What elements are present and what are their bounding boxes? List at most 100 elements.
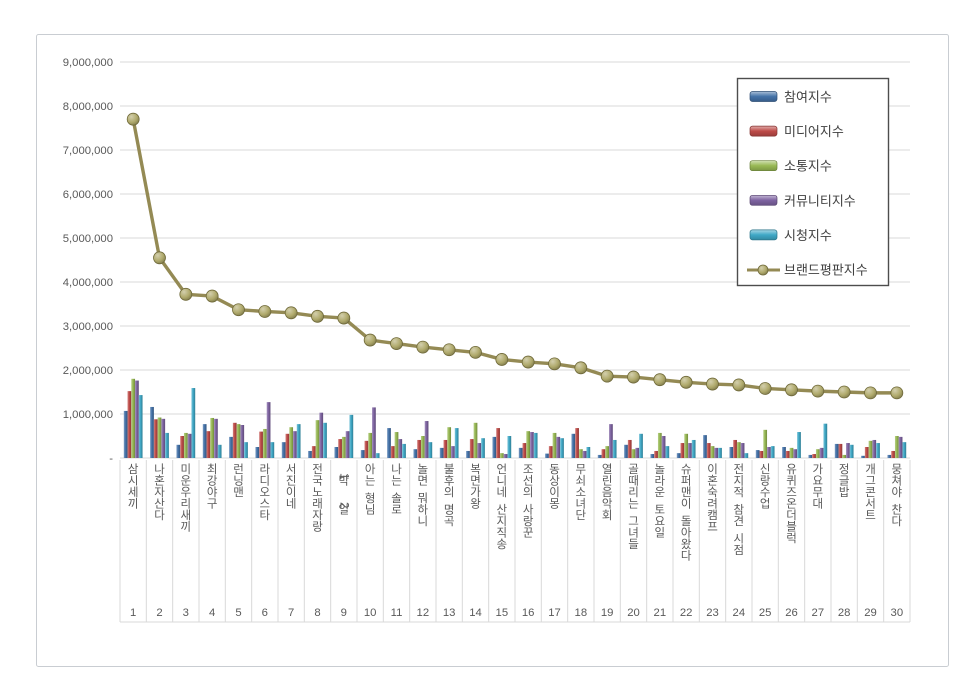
bar-참여지수-24 xyxy=(729,447,734,458)
marker-브랜드평판지수-7 xyxy=(284,306,298,320)
marker-브랜드평판지수-5 xyxy=(232,303,245,317)
y-tick-label: 6,000,000 xyxy=(63,189,113,201)
bar-참여지수-10 xyxy=(360,450,365,458)
bar-참여지수-8 xyxy=(308,450,312,458)
bar-미디어지수-12 xyxy=(417,439,421,458)
bar-group-rank-14 xyxy=(466,422,485,458)
rank-label-25: 25 xyxy=(759,607,772,619)
bar-시청지수-8 xyxy=(323,422,327,458)
bar-소통지수-18 xyxy=(578,449,583,458)
rank-label-1: 1 xyxy=(130,607,136,619)
bar-참여지수-21 xyxy=(650,454,655,458)
bar-group-rank-13 xyxy=(439,427,459,458)
bar-참여지수-14 xyxy=(466,450,470,458)
rank-label-19: 19 xyxy=(601,607,614,619)
bar-미디어지수-20 xyxy=(627,439,632,458)
bar-group-rank-6 xyxy=(255,402,275,458)
bar-참여지수-29 xyxy=(861,455,865,458)
legend-label: 소통지수 xyxy=(784,159,832,174)
bar-groups xyxy=(123,378,907,458)
bar-커뮤니티지수-9 xyxy=(345,431,350,458)
marker-브랜드평판지수-16 xyxy=(521,355,535,369)
marker-브랜드평판지수-2 xyxy=(153,251,166,265)
bar-group-rank-23 xyxy=(703,435,722,458)
marker-브랜드평판지수-29 xyxy=(864,386,877,400)
bar-참여지수-6 xyxy=(255,447,260,458)
bar-소통지수-20 xyxy=(631,449,636,458)
bar-참여지수-12 xyxy=(413,449,418,458)
bar-미디어지수-21 xyxy=(654,450,658,458)
bar-시청지수-18 xyxy=(586,447,591,458)
legend-swatch-커뮤니티지수 xyxy=(749,194,778,206)
bar-시청지수-6 xyxy=(270,442,275,458)
bar-시청지수-27 xyxy=(823,423,828,458)
bar-소통지수-3 xyxy=(183,432,188,458)
bar-group-rank-1 xyxy=(123,378,143,458)
bar-커뮤니티지수-8 xyxy=(319,412,324,458)
bar-미디어지수-19 xyxy=(601,449,606,458)
bar-미디어지수-16 xyxy=(522,443,527,458)
bar-참여지수-7 xyxy=(281,442,286,458)
bar-group-rank-5 xyxy=(229,422,248,458)
bar-시청지수-5 xyxy=(244,442,248,458)
rank-label-4: 4 xyxy=(209,607,215,619)
rank-label-10: 10 xyxy=(364,607,377,619)
y-tick-label: - xyxy=(109,453,113,465)
marker-브랜드평판지수-10 xyxy=(363,333,377,347)
bar-미디어지수-8 xyxy=(311,446,316,458)
bar-커뮤니티지수-20 xyxy=(635,447,640,458)
bar-group-rank-18 xyxy=(571,428,591,458)
bar-미디어지수-25 xyxy=(759,450,764,458)
bar-커뮤니티지수-17 xyxy=(556,436,561,458)
bar-소통지수-28 xyxy=(842,454,847,458)
bar-시청지수-22 xyxy=(691,439,696,458)
rank-label-23: 23 xyxy=(706,607,719,619)
bar-시청지수-11 xyxy=(402,443,406,458)
bar-소통지수-7 xyxy=(289,427,294,458)
marker-브랜드평판지수-6 xyxy=(258,305,272,318)
bar-group-rank-12 xyxy=(413,421,433,458)
bar-커뮤니티지수-16 xyxy=(530,432,534,458)
bar-참여지수-18 xyxy=(571,433,576,458)
bar-참여지수-15 xyxy=(492,436,497,458)
bar-시청지수-24 xyxy=(744,453,749,458)
bar-group-rank-16 xyxy=(518,431,538,458)
bar-group-rank-19 xyxy=(597,424,617,458)
rank-label-20: 20 xyxy=(627,607,640,619)
bar-시청지수-29 xyxy=(876,443,880,458)
category-labels: 삼 시 세 끼 나 혼 자 산 다 미 운 우 리 새 끼 최 강 야 구 런 닝 맨 라 디 오 스 타 서 진 이 네 전 국 노 래 자 랑 1박 2… xyxy=(128,463,903,563)
y-tick-label: 8,000,000 xyxy=(63,101,113,113)
bar-커뮤니티지수-1 xyxy=(135,380,139,458)
marker-브랜드평판지수-22 xyxy=(679,375,693,389)
bar-커뮤니티지수-18 xyxy=(582,450,587,458)
bar-시청지수-30 xyxy=(902,442,907,458)
marker-브랜드평판지수-1 xyxy=(126,112,140,126)
bar-시청지수-16 xyxy=(533,432,538,458)
rank-label-17: 17 xyxy=(548,607,561,619)
rank-label-9: 9 xyxy=(341,607,347,619)
rank-label-27: 27 xyxy=(812,607,825,619)
bar-참여지수-25 xyxy=(755,450,760,458)
legend-item-미디어지수: 미디어지수 xyxy=(749,124,844,139)
bar-커뮤니티지수-7 xyxy=(293,431,297,458)
bar-미디어지수-14 xyxy=(469,439,474,458)
bar-미디어지수-7 xyxy=(285,433,290,458)
bar-미디어지수-28 xyxy=(838,443,843,458)
bar-미디어지수-9 xyxy=(338,439,342,458)
rank-label-22: 22 xyxy=(680,607,693,619)
bar-소통지수-13 xyxy=(447,427,452,458)
marker-브랜드평판지수-28 xyxy=(837,385,851,399)
